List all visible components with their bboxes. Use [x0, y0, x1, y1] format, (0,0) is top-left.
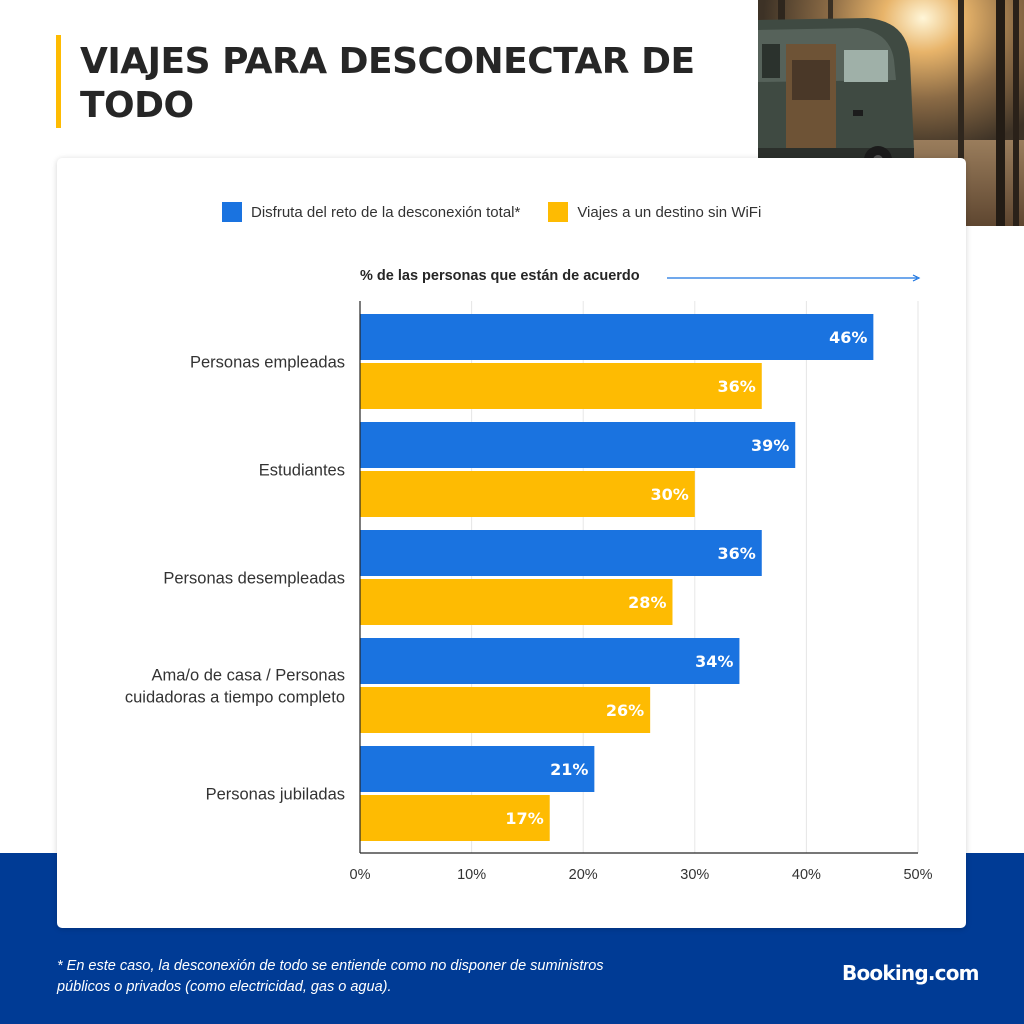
- bar-sin-wifi: [360, 363, 762, 409]
- x-tick-label: 20%: [569, 867, 598, 883]
- bar-value-label: 30%: [651, 485, 689, 504]
- category-label: cuidadoras a tiempo completo: [125, 689, 345, 707]
- legend-swatch-blue: [222, 202, 242, 222]
- legend-label-sin-wifi: Viajes a un destino sin WiFi: [577, 203, 762, 221]
- bar-sin-wifi: [360, 687, 651, 733]
- bar-desconexion: [360, 314, 874, 360]
- bar-desconexion: [360, 746, 595, 792]
- x-axis-arrow-icon: [667, 274, 921, 282]
- legend-swatch-yellow: [548, 202, 569, 222]
- legend-item-desconexion: Disfruta del reto de la desconexión tota…: [222, 202, 520, 222]
- bar-desconexion: [360, 530, 762, 576]
- bar-value-label: 46%: [829, 328, 867, 347]
- category-label: Personas jubiladas: [206, 786, 345, 804]
- bar-value-label: 36%: [717, 377, 755, 396]
- chart-card: Disfruta del reto de la desconexión tota…: [57, 158, 966, 928]
- footnote: * En este caso, la desconexión de todo s…: [57, 958, 604, 995]
- x-tick-label: 10%: [457, 867, 486, 883]
- campervan-photo: [758, 0, 1024, 226]
- bar-sin-wifi: [360, 471, 695, 517]
- bar-sin-wifi: [360, 795, 550, 841]
- bar-value-label: 34%: [695, 652, 733, 671]
- bar-sin-wifi: [360, 579, 673, 625]
- x-tick-label: 50%: [903, 867, 932, 883]
- bar-value-label: 28%: [628, 593, 666, 612]
- bar-value-label: 17%: [505, 809, 543, 828]
- x-tick-label: 0%: [350, 867, 371, 883]
- bar-value-label: 21%: [550, 760, 588, 779]
- legend-item-sin-wifi: Viajes a un destino sin WiFi: [548, 202, 761, 222]
- category-label: Personas empleadas: [190, 354, 345, 372]
- bar-value-label: 39%: [751, 436, 789, 455]
- title-accent-bar: [56, 35, 61, 128]
- category-label: Personas desempleadas: [163, 570, 345, 588]
- category-label: Ama/o de casa / Personas: [151, 667, 345, 685]
- chart-legend: Disfruta del reto de la desconexión tota…: [222, 202, 761, 222]
- x-tick-label: 40%: [792, 867, 821, 883]
- bar-value-label: 26%: [606, 701, 644, 720]
- bar-value-label: 36%: [717, 544, 755, 563]
- bar-desconexion: [360, 422, 796, 468]
- category-label: Estudiantes: [259, 462, 345, 480]
- legend-label-desconexion: Disfruta del reto de la desconexión tota…: [251, 203, 521, 221]
- bar-chart: 46% 36% Personas empleadas 39% 30% Estudiante…: [125, 301, 933, 883]
- bar-desconexion: [360, 638, 740, 684]
- x-tick-label: 30%: [680, 867, 709, 883]
- x-axis-title: % de las personas que están de acuerdo: [360, 268, 640, 284]
- booking-logo: Booking.com: [842, 961, 979, 985]
- page-title: VIAJES PARA DESCONECTAR DE TODO: [80, 41, 695, 126]
